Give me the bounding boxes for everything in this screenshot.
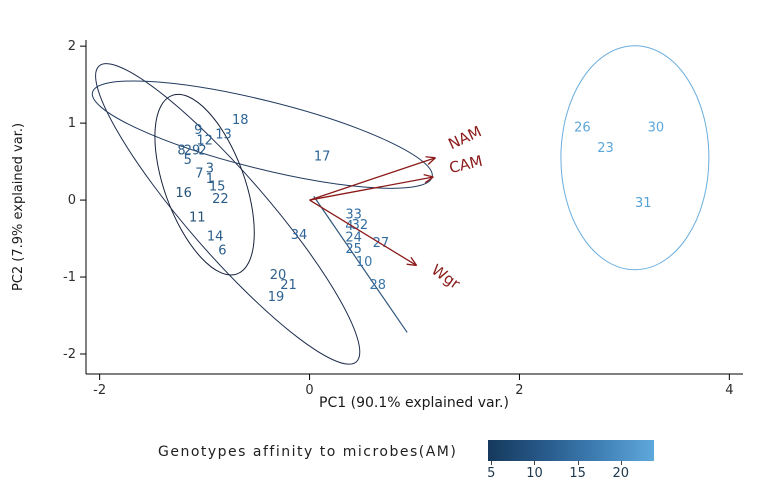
color-legend: Genotypes affinity to microbes(AM) 5 10 15… — [0, 420, 761, 496]
legend-tick-mark — [620, 461, 622, 465]
svg-text:16: 16 — [175, 186, 192, 201]
svg-text:14: 14 — [207, 230, 224, 245]
legend-tick-label: 15 — [569, 466, 586, 481]
svg-text:10: 10 — [356, 255, 373, 270]
confidence-ellipses — [91, 45, 710, 365]
svg-text:13: 13 — [215, 127, 232, 142]
legend-title: Genotypes affinity to microbes(AM) — [158, 444, 458, 460]
legend-tick-label: 5 — [487, 466, 496, 481]
svg-text:9: 9 — [194, 123, 202, 138]
svg-text:29: 29 — [184, 144, 201, 159]
svg-text:2: 2 — [515, 383, 523, 398]
svg-text:23: 23 — [597, 141, 614, 156]
svg-text:Wgr: Wgr — [428, 261, 464, 294]
svg-text:33: 33 — [345, 207, 362, 222]
svg-text:25: 25 — [345, 242, 362, 257]
svg-text:NAM: NAM — [445, 122, 484, 153]
legend-tick-mark — [534, 461, 536, 465]
svg-text:19: 19 — [268, 290, 285, 305]
svg-text:6: 6 — [218, 244, 226, 259]
svg-text:24: 24 — [345, 231, 362, 246]
svg-text:28: 28 — [369, 278, 386, 293]
svg-text:18: 18 — [232, 113, 249, 128]
svg-text:-2: -2 — [93, 383, 106, 398]
legend-tick-mark — [491, 461, 493, 465]
svg-text:0: 0 — [68, 193, 76, 208]
svg-text:20: 20 — [270, 268, 287, 283]
svg-text:3: 3 — [206, 161, 214, 176]
svg-text:26: 26 — [574, 120, 591, 135]
svg-text:8: 8 — [177, 144, 185, 159]
svg-text:2: 2 — [68, 39, 76, 54]
svg-text:30: 30 — [648, 120, 665, 135]
legend-gradient — [488, 440, 654, 461]
svg-text:17: 17 — [314, 150, 331, 165]
svg-text:4: 4 — [725, 383, 733, 398]
svg-text:21: 21 — [280, 278, 297, 293]
svg-text:15: 15 — [209, 180, 226, 195]
svg-text:0: 0 — [305, 383, 313, 398]
svg-text:1: 1 — [206, 172, 214, 187]
svg-text:CAM: CAM — [447, 152, 484, 177]
svg-text:2: 2 — [198, 144, 206, 159]
svg-text:5: 5 — [184, 153, 192, 168]
legend-tick-label: 10 — [526, 466, 543, 481]
y-axis-title: PC2 (7.9% explained var.) — [11, 123, 26, 291]
svg-text:11: 11 — [189, 211, 206, 226]
legend-tick-labels: 5 10 15 20 — [487, 461, 654, 483]
legend-gradient-bar: 5 10 15 20 — [487, 440, 654, 484]
svg-text:12: 12 — [196, 134, 213, 149]
svg-text:1: 1 — [68, 116, 76, 131]
svg-text:22: 22 — [212, 192, 229, 207]
legend-tick-label: 20 — [612, 466, 630, 481]
svg-text:-1: -1 — [63, 270, 76, 285]
legend-tick-mark — [577, 461, 579, 465]
svg-text:32: 32 — [352, 218, 369, 233]
svg-text:4: 4 — [345, 219, 353, 234]
svg-text:31: 31 — [635, 196, 652, 211]
svg-text:34: 34 — [291, 228, 308, 243]
svg-text:7: 7 — [195, 167, 203, 182]
svg-text:-2: -2 — [63, 347, 76, 362]
x-axis-title: PC1 (90.1% explained var.) — [319, 395, 509, 411]
